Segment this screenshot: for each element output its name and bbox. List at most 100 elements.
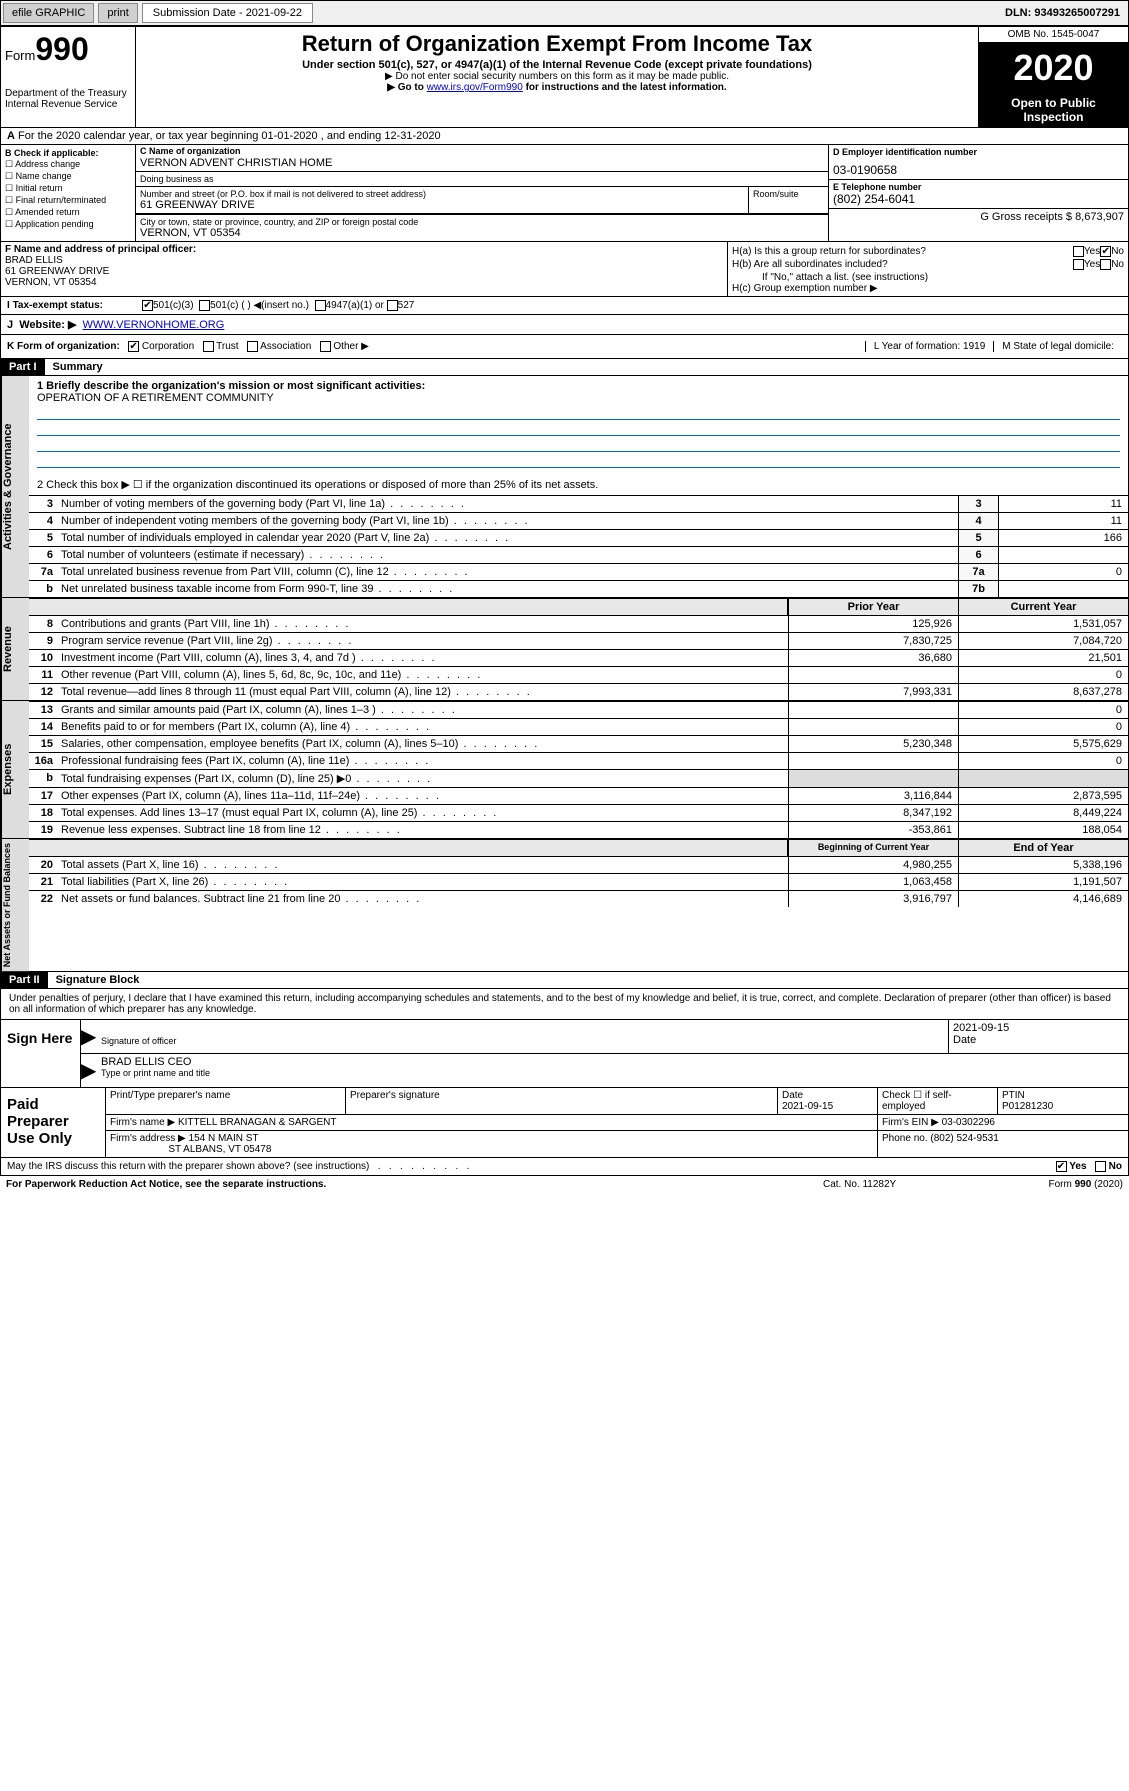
side-revenue: Revenue (1, 598, 29, 700)
firm-phone: Phone no. (802) 524-9531 (878, 1131, 1128, 1157)
org-name-label: C Name of organization (136, 145, 828, 157)
discuss-no-checkbox[interactable] (1095, 1161, 1106, 1172)
form-header: Form990 Department of the Treasury Inter… (0, 26, 1129, 128)
side-expenses: Expenses (1, 701, 29, 838)
check-if-applicable: B Check if applicable: ☐ Address change … (1, 145, 136, 241)
sig-officer-label: Signature of officer (101, 1036, 944, 1046)
side-governance: Activities & Governance (1, 376, 29, 597)
website-label: Website: ▶ (19, 319, 76, 331)
arrow-icon: ▶ (81, 1020, 97, 1053)
tax-exempt-label: Tax-exempt status: (13, 300, 103, 311)
perjury-statement: Under penalties of perjury, I declare th… (0, 989, 1129, 1020)
part1-header: Part I (1, 359, 45, 375)
other-checkbox[interactable] (320, 341, 331, 352)
prep-sig-label: Preparer's signature (350, 1090, 773, 1101)
submission-date: Submission Date - 2021-09-22 (142, 3, 313, 23)
current-year-header: Current Year (958, 599, 1128, 615)
prior-year-header: Prior Year (788, 599, 958, 615)
side-net-assets: Net Assets or Fund Balances (1, 839, 29, 971)
type-name-label: Type or print name and title (101, 1068, 1124, 1078)
firm-name-label: Firm's name ▶ (110, 1117, 175, 1128)
print-button[interactable]: print (98, 3, 137, 23)
form-org-label: K Form of organization: (7, 341, 120, 352)
line2: 2 Check this box ▶ ☐ if the organization… (29, 474, 1128, 495)
form-number: 990 (35, 31, 88, 67)
officer-name: BRAD ELLIS (5, 255, 723, 266)
irs-link[interactable]: www.irs.gov/Form990 (427, 82, 523, 93)
org-name: VERNON ADVENT CHRISTIAN HOME (136, 157, 828, 171)
state-domicile: M State of legal domicile: (993, 341, 1122, 352)
hb-no-checkbox[interactable] (1100, 259, 1111, 270)
dba-label: Doing business as (140, 174, 824, 184)
4947-checkbox[interactable] (315, 300, 326, 311)
part1-title: Summary (45, 359, 111, 375)
501c-checkbox[interactable] (199, 300, 210, 311)
begin-year-header: Beginning of Current Year (788, 840, 958, 856)
paid-preparer-label: Paid Preparer Use Only (1, 1088, 106, 1157)
officer-printed-name: BRAD ELLIS CEO (101, 1056, 1124, 1068)
city-value: VERNON, VT 05354 (140, 227, 824, 239)
firm-addr-label: Firm's address ▶ (110, 1133, 186, 1144)
phone-label: E Telephone number (833, 182, 1124, 192)
room-suite: Room/suite (748, 187, 828, 213)
ein-label: D Employer identification number (833, 147, 1124, 157)
prep-name-label: Print/Type preparer's name (110, 1090, 341, 1101)
hb-label: H(b) Are all subordinates included? (732, 259, 1073, 270)
hb-note: If "No," attach a list. (see instruction… (732, 272, 1124, 283)
ha-no-checkbox[interactable] (1100, 246, 1111, 257)
dept-irs: Internal Revenue Service (5, 99, 131, 110)
open-public: Open to Public Inspection (979, 93, 1128, 127)
discuss-label: May the IRS discuss this return with the… (7, 1161, 369, 1172)
form-footer: Form 990 (2020) (973, 1179, 1123, 1190)
trust-checkbox[interactable] (203, 341, 214, 352)
mission-text: OPERATION OF A RETIREMENT COMMUNITY (37, 392, 1120, 404)
omb-number: OMB No. 1545-0047 (979, 27, 1128, 43)
part2-header: Part II (1, 972, 48, 988)
gross-receipts: G Gross receipts $ 8,673,907 (833, 211, 1124, 223)
corp-checkbox[interactable] (128, 341, 139, 352)
ha-label: H(a) Is this a group return for subordin… (732, 246, 1073, 257)
ha-yes-checkbox[interactable] (1073, 246, 1084, 257)
527-checkbox[interactable] (387, 300, 398, 311)
form-prefix: Form (5, 48, 35, 63)
arrow-icon: ▶ (81, 1054, 97, 1087)
form-subtitle: Under section 501(c), 527, or 4947(a)(1)… (144, 59, 970, 71)
city-label: City or town, state or province, country… (140, 217, 824, 227)
mission-label: 1 Briefly describe the organization's mi… (37, 380, 1120, 392)
officer-label: F Name and address of principal officer: (5, 244, 723, 255)
prep-date-label: Date (782, 1090, 873, 1101)
assoc-checkbox[interactable] (247, 341, 258, 352)
sign-here-label: Sign Here (1, 1020, 81, 1087)
dln: DLN: 93493265007291 (997, 4, 1128, 22)
note-link: ▶ Go to www.irs.gov/Form990 for instruct… (144, 82, 970, 93)
street-address: 61 GREENWAY DRIVE (140, 199, 744, 211)
hc-label: H(c) Group exemption number ▶ (732, 283, 1124, 294)
paperwork-notice: For Paperwork Reduction Act Notice, see … (6, 1179, 823, 1190)
firm-addr1: 154 N MAIN ST (189, 1133, 259, 1144)
officer-addr1: 61 GREENWAY DRIVE (5, 266, 723, 277)
website-link[interactable]: WWW.VERNONHOME.ORG (83, 319, 225, 331)
firm-name: KITTELL BRANAGAN & SARGENT (178, 1117, 337, 1128)
form-title: Return of Organization Exempt From Incom… (144, 31, 970, 57)
firm-addr2: ST ALBANS, VT 05478 (168, 1144, 271, 1155)
self-employed-check: Check ☐ if self-employed (878, 1088, 998, 1114)
note-ssn: ▶ Do not enter social security numbers o… (144, 71, 970, 82)
501c3-checkbox[interactable] (142, 300, 153, 311)
tax-year: 2020 (979, 43, 1128, 93)
year-formation: L Year of formation: 1919 (865, 341, 993, 352)
efile-button[interactable]: efile GRAPHIC (3, 3, 94, 23)
line-a: A For the 2020 calendar year, or tax yea… (0, 128, 1129, 145)
ptin-label: PTIN (1002, 1090, 1124, 1101)
hb-yes-checkbox[interactable] (1073, 259, 1084, 270)
dept-treasury: Department of the Treasury (5, 88, 131, 99)
date-label: Date (953, 1034, 1124, 1046)
discuss-yes-checkbox[interactable] (1056, 1161, 1067, 1172)
sig-date: 2021-09-15 (953, 1022, 1124, 1034)
end-year-header: End of Year (958, 840, 1128, 856)
officer-addr2: VERNON, VT 05354 (5, 277, 723, 288)
top-bar: efile GRAPHIC print Submission Date - 20… (0, 0, 1129, 26)
part2-title: Signature Block (48, 972, 148, 988)
ein-value: 03-0190658 (833, 163, 1124, 177)
prep-date: 2021-09-15 (782, 1101, 873, 1112)
phone-value: (802) 254-6041 (833, 192, 1124, 206)
